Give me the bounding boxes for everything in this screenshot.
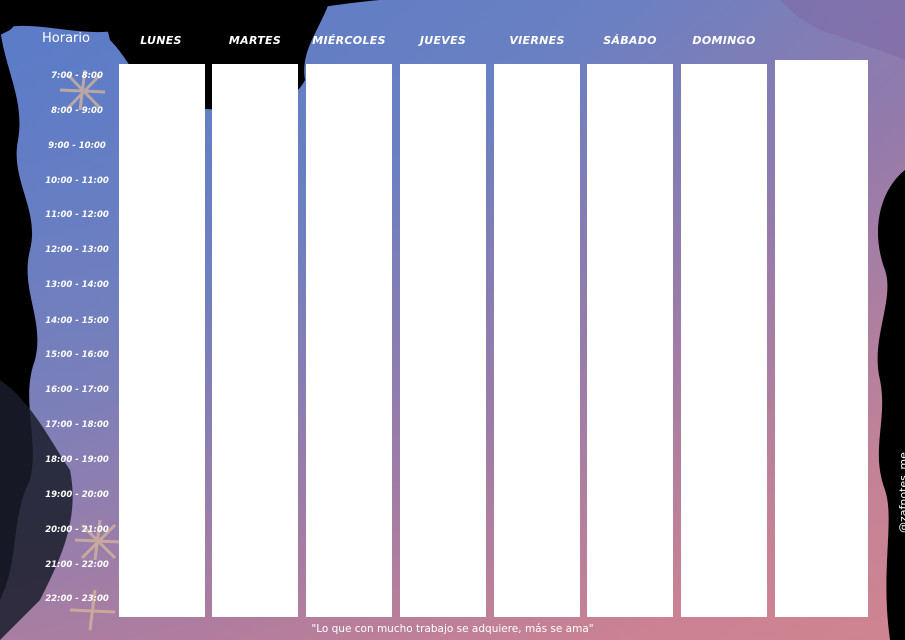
day-header-friday: VIERNES [509, 34, 565, 47]
wednesday-column[interactable] [306, 64, 392, 617]
hour-label: 7:00 - 8:00 [51, 71, 103, 81]
hour-label: 13:00 - 14:00 [45, 280, 109, 290]
day-header-tuesday: MARTES [228, 34, 282, 47]
hour-label: 8:00 - 9:00 [51, 106, 103, 116]
day-header-saturday: SÁBADO [603, 34, 657, 47]
day-header-sunday: DOMINGO [692, 34, 756, 47]
footer-quote: "Lo que con mucho trabajo se adquiere, m… [311, 623, 594, 635]
day-header-thursday: JUEVES [419, 34, 467, 47]
hour-label: 10:00 - 11:00 [45, 176, 109, 186]
sunday-column[interactable] [681, 64, 767, 617]
hour-label: 18:00 - 19:00 [45, 455, 109, 465]
hour-label: 16:00 - 17:00 [45, 385, 109, 395]
hour-label: 11:00 - 12:00 [45, 210, 109, 220]
tuesday-column[interactable] [212, 64, 298, 617]
schedule-title: Horario [42, 31, 90, 46]
hour-label: 22:00 - 23:00 [45, 594, 109, 604]
day-header-wednesday: MIÉRCOLES [312, 34, 386, 47]
hour-label: 14:00 - 15:00 [45, 316, 109, 326]
hour-label: 9:00 - 10:00 [48, 141, 106, 151]
thursday-column[interactable] [400, 64, 486, 617]
notes-column[interactable] [775, 60, 868, 617]
hour-label: 21:00 - 22:00 [45, 560, 109, 570]
hour-label: 17:00 - 18:00 [45, 420, 109, 430]
saturday-column[interactable] [587, 64, 673, 617]
monday-column[interactable] [119, 64, 205, 617]
day-header-monday: LUNES [140, 34, 182, 47]
friday-column[interactable] [494, 64, 580, 617]
hour-label: 15:00 - 16:00 [45, 350, 109, 360]
hour-label: 20:00 - 21:00 [45, 525, 109, 535]
flower-doodle [59, 69, 121, 631]
hour-label: 12:00 - 13:00 [45, 245, 109, 255]
hour-label: 19:00 - 20:00 [45, 490, 109, 500]
author-handle: @zafnotes_me [897, 452, 905, 533]
